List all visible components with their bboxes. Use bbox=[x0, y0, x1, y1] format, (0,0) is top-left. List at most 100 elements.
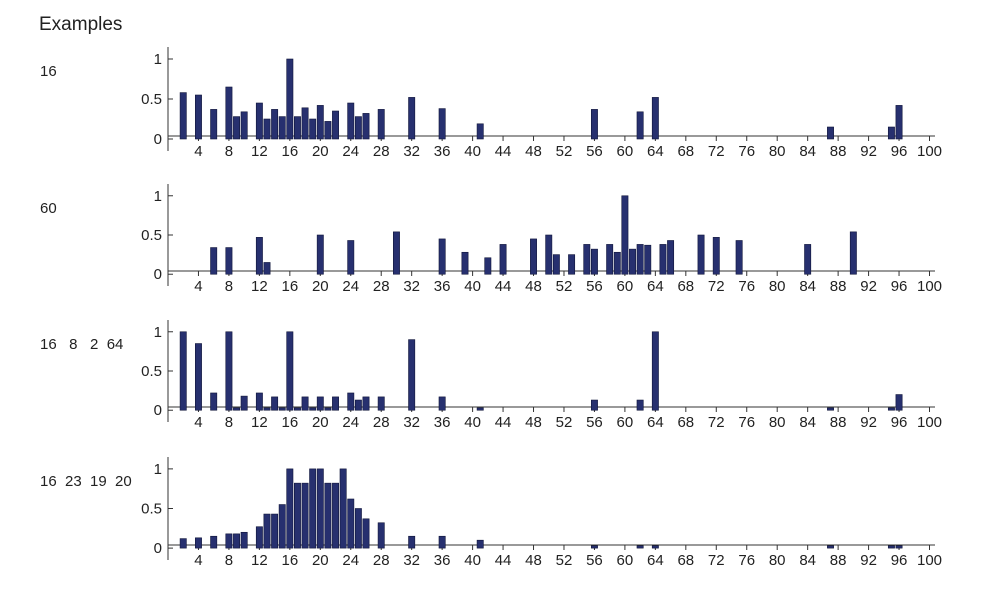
bar bbox=[621, 195, 629, 275]
x-tick-label: 84 bbox=[799, 414, 816, 431]
bar bbox=[179, 92, 187, 140]
x-tick-label: 84 bbox=[799, 278, 816, 295]
bar bbox=[895, 394, 903, 411]
bar bbox=[408, 97, 416, 140]
bar bbox=[651, 545, 659, 549]
x-tick-label: 64 bbox=[647, 552, 664, 569]
x-tick-label: 72 bbox=[708, 143, 725, 160]
bar bbox=[309, 118, 317, 140]
bar bbox=[195, 537, 202, 549]
x-tick-label: 20 bbox=[312, 552, 329, 569]
bar bbox=[301, 107, 309, 140]
x-tick-label: 44 bbox=[495, 414, 512, 431]
x-tick-label: 56 bbox=[586, 278, 603, 295]
bar bbox=[636, 399, 644, 411]
x-tick-label: 16 bbox=[281, 143, 298, 160]
x-tick-label: 84 bbox=[799, 143, 816, 160]
bar bbox=[476, 407, 484, 411]
x-tick-label: 48 bbox=[525, 414, 542, 431]
x-tick-label: 56 bbox=[586, 143, 603, 160]
bar bbox=[887, 126, 895, 140]
example-label: 16 23 19 20 bbox=[40, 473, 132, 490]
x-tick-label: 8 bbox=[225, 414, 233, 431]
bar bbox=[530, 238, 537, 275]
x-tick-label: 76 bbox=[738, 278, 755, 295]
x-tick-label: 28 bbox=[373, 552, 390, 569]
bar bbox=[636, 545, 644, 549]
bar bbox=[195, 94, 202, 140]
bar bbox=[294, 116, 301, 140]
x-tick-label: 12 bbox=[251, 278, 268, 295]
x-tick-label: 4 bbox=[194, 552, 202, 569]
x-tick-label: 28 bbox=[373, 143, 390, 160]
y-tick-label: 0.5 bbox=[141, 227, 162, 244]
bar bbox=[210, 392, 218, 411]
bar bbox=[286, 468, 294, 549]
x-tick-label: 64 bbox=[647, 278, 664, 295]
bar bbox=[263, 262, 271, 275]
x-tick-label: 40 bbox=[464, 143, 481, 160]
bar bbox=[324, 407, 332, 411]
x-tick-label: 12 bbox=[251, 552, 268, 569]
y-tick-label: 0.5 bbox=[141, 91, 162, 108]
bar bbox=[697, 234, 705, 275]
bar bbox=[377, 396, 385, 411]
bar bbox=[225, 331, 233, 411]
bar bbox=[179, 538, 187, 549]
x-tick-label: 100 bbox=[917, 143, 942, 160]
bar bbox=[240, 531, 248, 549]
bar bbox=[392, 231, 400, 275]
x-tick-label: 100 bbox=[917, 278, 942, 295]
x-tick-label: 92 bbox=[860, 278, 877, 295]
x-tick-label: 92 bbox=[860, 143, 877, 160]
x-tick-label: 24 bbox=[342, 552, 359, 569]
x-tick-label: 72 bbox=[708, 414, 725, 431]
x-tick-label: 72 bbox=[708, 552, 725, 569]
bar bbox=[827, 407, 834, 411]
y-tick-label: 0.5 bbox=[141, 501, 162, 518]
bar bbox=[301, 396, 309, 411]
bar bbox=[545, 234, 553, 275]
x-tick-label: 60 bbox=[617, 414, 634, 431]
y-tick-label: 1 bbox=[154, 461, 162, 478]
bar bbox=[210, 109, 218, 140]
bar bbox=[309, 407, 317, 411]
bar bbox=[827, 545, 834, 549]
x-tick-label: 76 bbox=[738, 143, 755, 160]
x-tick-label: 20 bbox=[312, 278, 329, 295]
x-tick-label: 72 bbox=[708, 278, 725, 295]
x-tick-label: 24 bbox=[342, 143, 359, 160]
x-tick-label: 80 bbox=[769, 552, 786, 569]
x-tick-label: 68 bbox=[677, 143, 694, 160]
y-tick-label: 0 bbox=[154, 402, 162, 419]
bar bbox=[895, 105, 903, 140]
bar bbox=[590, 248, 598, 275]
bar bbox=[233, 533, 240, 549]
x-tick-label: 60 bbox=[617, 143, 634, 160]
x-tick-label: 84 bbox=[799, 552, 816, 569]
bar bbox=[461, 251, 469, 275]
bar bbox=[271, 396, 279, 411]
bar bbox=[347, 392, 355, 411]
bar bbox=[263, 513, 271, 549]
x-tick-label: 80 bbox=[769, 278, 786, 295]
x-tick-label: 16 bbox=[281, 278, 298, 295]
bar bbox=[476, 123, 484, 140]
bar bbox=[225, 533, 233, 549]
x-tick-label: 36 bbox=[434, 278, 451, 295]
bar bbox=[438, 238, 446, 275]
y-tick-label: 1 bbox=[154, 51, 162, 68]
x-tick-label: 40 bbox=[464, 414, 481, 431]
bar bbox=[179, 331, 187, 411]
bar bbox=[233, 116, 240, 140]
x-tick-label: 48 bbox=[525, 143, 542, 160]
x-tick-label: 68 bbox=[677, 278, 694, 295]
x-tick-label: 32 bbox=[403, 414, 420, 431]
x-tick-label: 12 bbox=[251, 414, 268, 431]
bar bbox=[438, 108, 446, 140]
y-tick-label: 0 bbox=[154, 266, 162, 283]
x-tick-label: 40 bbox=[464, 552, 481, 569]
x-tick-label: 32 bbox=[403, 278, 420, 295]
